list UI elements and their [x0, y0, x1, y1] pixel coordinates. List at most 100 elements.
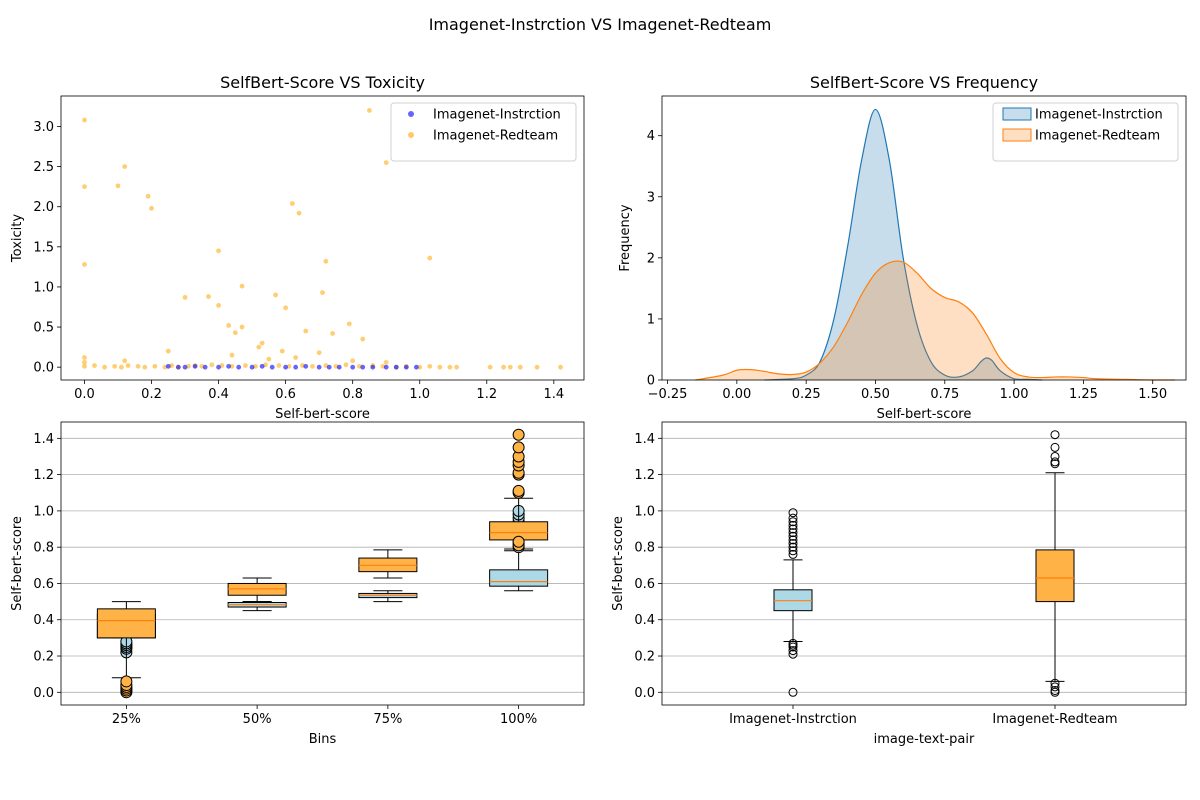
x-tick-label: 1.4: [543, 387, 564, 402]
redteam-scatter-point: [216, 248, 221, 254]
outlier-point: [1050, 685, 1060, 695]
redteam-scatter-point: [102, 364, 107, 370]
redteam-scatter-point: [330, 331, 335, 336]
outlier-point: [788, 649, 798, 659]
redteam-scatter-point: [165, 348, 171, 354]
axes-frame: [661, 421, 1187, 706]
redteam-scatter-point: [206, 294, 211, 299]
x-axis-label: Self-bert-score: [275, 407, 370, 422]
redteam-scatter-point: [216, 302, 221, 308]
redteam-box-4: [489, 428, 549, 552]
y-tick-label: 1: [647, 312, 655, 327]
bins-boxplot-panel: 0.0 0.2 0.4 0.6 0.8 1.0 1.2 1.4 25% 50% 75% 100% Bin…: [10, 421, 585, 747]
redteam-scatter-point: [149, 205, 154, 211]
x-tick-label: Imagenet-Instrction: [729, 712, 857, 727]
y-axis-label: Toxicity: [10, 214, 25, 263]
redteam-scatter-point: [447, 364, 453, 370]
redteam-scatter-point: [135, 363, 141, 369]
outlier-point: [788, 517, 798, 527]
redteam-scatter-point: [279, 348, 285, 354]
outlier-point: [788, 535, 798, 545]
redteam-scatter-point: [417, 364, 423, 370]
redteam-scatter-point: [383, 359, 389, 365]
instruction-box-2: [227, 601, 287, 612]
redteam-scatter-point: [82, 359, 87, 365]
outlier-point: [512, 428, 525, 441]
redteam-box-2: [227, 577, 287, 603]
x-tick-label: 0.75: [930, 387, 959, 402]
instruction-scatter-point: [370, 364, 376, 370]
y-tick-label: 3.0: [33, 120, 54, 135]
x-axis-label: Self-bert-score: [877, 407, 972, 422]
redteam-scatter-point: [289, 201, 295, 206]
redteam-scatter-point: [82, 363, 87, 369]
redteam-scatter-point: [273, 292, 278, 298]
redteam-scatter-point: [266, 356, 272, 362]
x-tick-label: 25%: [112, 712, 141, 727]
legend-label: Imagenet-Redteam: [1035, 129, 1160, 144]
redteam-scatter-point: [226, 323, 232, 328]
redteam-kde-line: [695, 260, 1175, 381]
redteam-box-3: [358, 549, 418, 579]
redteam-scatter-point: [182, 294, 188, 300]
instruction-kde-area: [764, 109, 1042, 381]
outlier-point: [788, 546, 798, 556]
legend-swatch: [1002, 107, 1032, 121]
redteam-scatter-point: [437, 364, 443, 370]
outlier-point: [788, 528, 798, 538]
instruction-scatter-point: [393, 364, 399, 370]
redteam-scatter-point: [360, 336, 366, 342]
redteam-scatter-point: [239, 283, 245, 289]
outlier-point: [1050, 451, 1060, 461]
x-tick-label: 0.25: [792, 387, 821, 402]
y-tick-label: 1.0: [33, 280, 54, 295]
outlier-point: [1050, 678, 1060, 688]
redteam-scatter-point: [296, 210, 302, 216]
outlier-point: [1050, 442, 1060, 452]
plot-layer: [695, 108, 1175, 381]
redteam-scatter-point: [343, 362, 349, 368]
instruction-scatter-point: [182, 364, 188, 370]
legend-box: [992, 102, 1179, 162]
instruction-scatter-point: [269, 364, 275, 370]
instruction-scatter-point: [383, 364, 389, 370]
x-tick-label: 75%: [373, 712, 402, 727]
y-tick-label: 1.4: [33, 432, 54, 447]
redteam-scatter-point: [229, 352, 235, 358]
legend-marker: [408, 111, 414, 117]
redteam-scatter-point: [92, 363, 97, 368]
redteam-scatter-point: [501, 364, 506, 370]
redteam-scatter-point: [112, 363, 118, 369]
y-tick-label: 0.5: [33, 321, 54, 336]
instruction-scatter-point: [403, 364, 409, 370]
y-axis-label: Frequency: [618, 204, 633, 271]
instruction-scatter-point: [202, 364, 208, 370]
x-tick-label: 0.00: [722, 387, 751, 402]
redteam-scatter-point: [350, 358, 356, 364]
redteam-scatter-point: [303, 328, 309, 334]
redteam-scatter-point: [427, 255, 433, 261]
redteam-scatter-point: [115, 183, 121, 189]
x-tick-label: 0.2: [141, 387, 162, 402]
redteam-scatter-point: [454, 364, 460, 370]
outlier-point: [120, 675, 133, 688]
y-tick-label: 0.0: [33, 686, 54, 701]
redteam-scatter-point: [346, 321, 352, 327]
redteam-scatter-point: [82, 184, 87, 190]
y-tick-label: 0.6: [634, 577, 655, 592]
redteam-scatter-point: [142, 364, 148, 370]
x-tick-label: 50%: [243, 712, 272, 727]
outlier-point: [1050, 682, 1060, 692]
axis-layer: 0.0 0.2 0.4 0.6 0.8 1.0 1.2 1.4 Imagenet-Instrct…: [611, 421, 1187, 747]
redteam-scatter-point: [209, 362, 215, 368]
instruction-scatter-point: [293, 364, 299, 370]
x-tick-label: 0.0: [74, 387, 95, 402]
axes-frame: [661, 95, 1187, 381]
redteam-scatter-point: [122, 358, 128, 364]
x-tick-label: 0.6: [275, 387, 296, 402]
instruction-scatter-point: [360, 364, 366, 370]
x-tick-label: 1.0: [409, 387, 430, 402]
redteam-scatter-point: [118, 364, 124, 370]
redteam-scatter-point: [283, 305, 289, 311]
panel-title: SelfBert-Score VS Toxicity: [220, 73, 425, 92]
